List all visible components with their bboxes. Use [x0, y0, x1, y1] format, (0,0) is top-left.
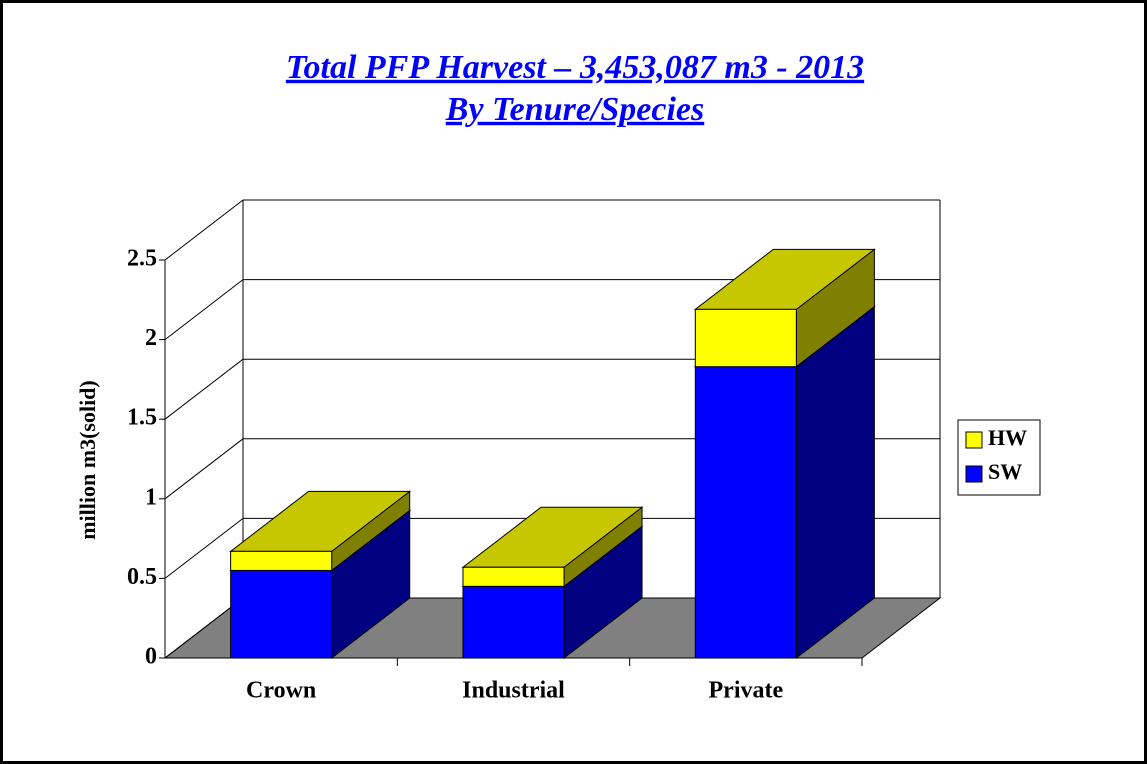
- bar-front: [694, 366, 797, 659]
- legend-swatch: [965, 465, 983, 483]
- legend-label: SW: [988, 459, 1022, 484]
- bar-front: [694, 308, 797, 368]
- bar-segment: [229, 490, 412, 572]
- y-tick-label: 1.5: [127, 405, 157, 431]
- side-grid-line: [164, 199, 244, 261]
- y-tick-label: 0.5: [127, 564, 157, 590]
- y-tick-label: 1: [145, 484, 157, 510]
- bar-front: [230, 569, 333, 659]
- bar-segment: [461, 506, 644, 588]
- y-tick-label: 2: [145, 325, 157, 351]
- side-grid-line: [164, 597, 244, 659]
- legend-label: HW: [988, 425, 1027, 450]
- x-tick-label: Crown: [246, 678, 316, 704]
- chart-subtitle: By Tenure/Species: [445, 91, 704, 128]
- y-tick-label: 2.5: [127, 246, 157, 272]
- y-tick-label: 0: [145, 644, 157, 670]
- chart-title: Total PFP Harvest – 3,453,087 m3 - 2013: [286, 49, 864, 86]
- bar-front: [462, 585, 565, 659]
- side-grid-line: [164, 279, 244, 340]
- bar-segment: [693, 248, 876, 368]
- legend-swatch: [965, 431, 983, 449]
- y-axis-label: million m3(solid): [75, 380, 100, 540]
- x-tick-label: Industrial: [462, 678, 565, 704]
- side-grid-line: [164, 438, 244, 500]
- side-grid-line: [164, 518, 244, 579]
- bar-front: [230, 550, 333, 571]
- x-tick-label: Private: [709, 678, 784, 704]
- side-grid-line: [164, 358, 244, 420]
- bar-front: [462, 566, 565, 587]
- bar-side: [795, 305, 875, 660]
